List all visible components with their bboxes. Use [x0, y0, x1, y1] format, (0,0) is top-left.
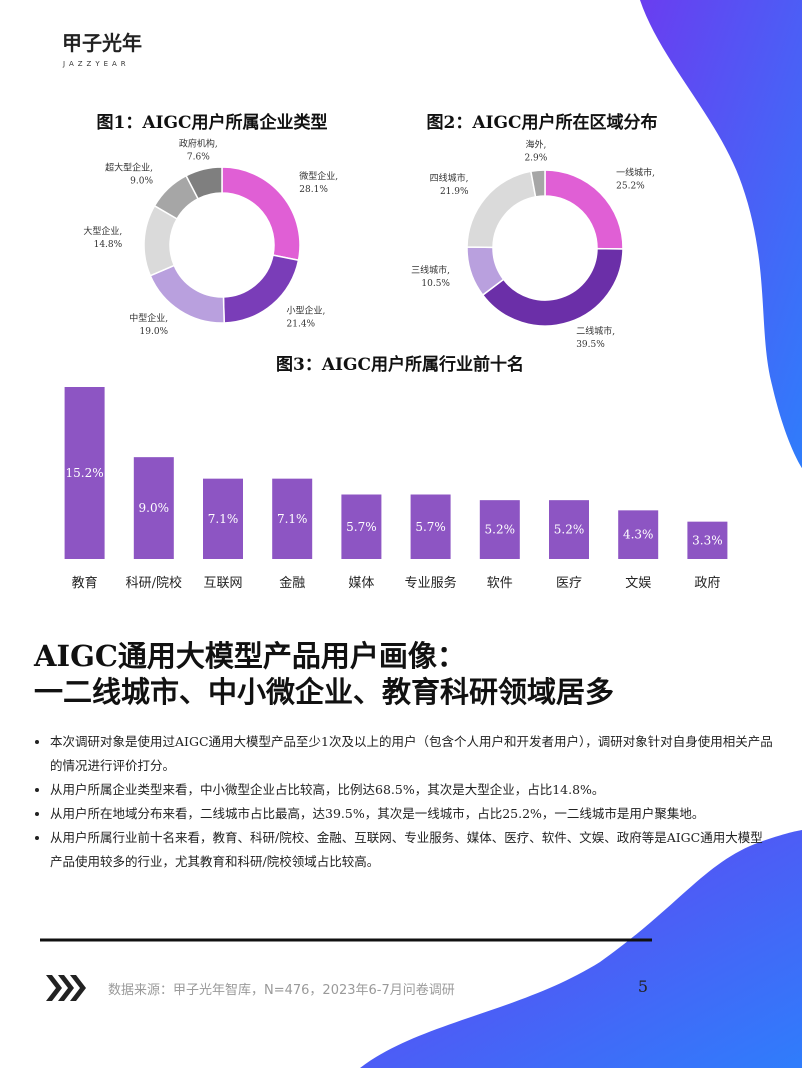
pie-label: 海外, 2.9% [524, 138, 547, 163]
bar [549, 500, 589, 559]
pie-label-value: 9.0% [130, 176, 153, 186]
x-tick-label: 金融 [279, 575, 305, 591]
pie-label-category: 大型企业, [83, 225, 122, 237]
bullet: 本次调研对象是使用过AIGC通用大模型产品至少1次及以上的用户（包含个人用户和开… [50, 730, 775, 778]
pie-label-category: 中型企业, [129, 312, 168, 324]
pie-slice [185, 166, 223, 200]
chart-title: 图2：AIGC用户所在区域分布 [426, 112, 657, 133]
pie-label-value: 25.2% [616, 182, 645, 192]
footer-source: 数据来源：甲子光年智库，N=476，2023年6-7月问卷调研 [108, 982, 455, 998]
x-tick-label: 媒体 [348, 576, 374, 591]
pie-label: 政府机构, 7.6% [179, 138, 218, 163]
bar-value-label: 5.2% [554, 523, 585, 537]
bar-value-label: 9.0% [139, 501, 170, 515]
x-tick-label: 医疗 [556, 576, 582, 591]
pie-label: 大型企业, 14.8% [83, 225, 122, 250]
pie-label-value: 10.5% [421, 279, 450, 289]
bar-value-label: 5.2% [485, 523, 516, 537]
decor-blob [640, 0, 802, 468]
bar [133, 457, 174, 559]
pie-slice [529, 169, 546, 198]
logo-mark [14, 24, 46, 80]
pie-slice [544, 169, 624, 250]
pie-label-value: 21.9% [440, 187, 469, 197]
bar [687, 521, 728, 559]
bar-value-label: 3.3% [692, 533, 723, 547]
bar-value-label: 5.7% [415, 520, 446, 534]
bar [479, 500, 520, 559]
pie-label-value: 39.5% [576, 340, 605, 350]
bullet: 从用户所属行业前十名来看，教育、科研/院校、金融、互联网、专业服务、媒体、医疗、… [50, 826, 775, 874]
bullet-list: 本次调研对象是使用过AIGC通用大模型产品至少1次及以上的用户（包含个人用户和开… [30, 730, 775, 874]
pie-label: 一线城市, 25.2% [616, 167, 655, 192]
pie-slice [466, 170, 537, 249]
pie-label: 中型企业, 19.0% [129, 312, 168, 337]
headline-line: 一二线城市、中小微企业、教育科研领域居多 [34, 675, 615, 709]
pie-label: 小型企业, 21.4% [287, 304, 326, 329]
x-tick-label: 政府 [694, 576, 720, 591]
pie-label-category: 微型企业, [299, 170, 338, 182]
x-tick-label: 科研/院校 [126, 575, 182, 591]
pie-label-value: 21.4% [287, 319, 316, 329]
bullet: 从用户所属企业类型来看，中小微型企业占比较高，比例达68.5%，其次是大型企业，… [50, 778, 775, 802]
pie-label-value: 19.0% [140, 327, 169, 337]
pie-label-category: 四线城市, [430, 172, 469, 184]
x-tick-label: 互联网 [203, 576, 242, 591]
bar-value-label: 4.3% [623, 528, 654, 542]
pie-label: 微型企业, 28.1% [299, 170, 338, 195]
pie-label-category: 超大型企业, [105, 161, 153, 173]
pie-slice [221, 166, 301, 262]
chart-title: 图3：AIGC用户所属行业前十名 [276, 354, 524, 375]
pie-label-category: 政府机构, [179, 138, 218, 150]
x-tick-label: 文娱 [625, 576, 651, 591]
bar-value-label: 5.7% [346, 520, 377, 534]
footer-icon [46, 975, 86, 1001]
pie-label-category: 一线城市, [616, 167, 655, 179]
chart-title: 图1：AIGC用户所属企业类型 [96, 112, 327, 133]
x-tick-label: 教育 [72, 575, 98, 591]
page-number: 5 [638, 977, 648, 996]
bar-value-label: 15.2% [66, 466, 104, 480]
pie-label-category: 二线城市, [576, 325, 615, 337]
pie-label: 四线城市, 21.9% [430, 172, 469, 197]
pie-label-value: 7.6% [187, 153, 210, 163]
bar-value-label: 7.1% [277, 512, 308, 526]
logo-sub: JAZZYEAR [62, 60, 130, 68]
bar [410, 494, 451, 559]
x-tick-label: 专业服务 [405, 575, 457, 591]
decor-blob [360, 830, 802, 1068]
x-tick-label: 软件 [487, 576, 513, 591]
pie-label: 三线城市, 10.5% [411, 264, 450, 289]
bar [341, 494, 382, 559]
pie-label-value: 28.1% [299, 185, 328, 195]
logo-text: 甲子光年 [62, 31, 142, 55]
bar [203, 478, 243, 559]
pie-label-value: 14.8% [94, 240, 123, 250]
pie-label-category: 小型企业, [287, 304, 326, 316]
bullet: 从用户所在地域分布来看，二线城市占比最高，达39.5%，其次是一线城市，占比25… [50, 802, 775, 826]
headline-line: AIGC通用大模型产品用户画像： [34, 639, 466, 673]
pie-label-category: 三线城市, [411, 264, 450, 276]
bar [64, 387, 105, 559]
pie-label-value: 2.9% [524, 153, 547, 163]
bar-value-label: 7.1% [208, 512, 239, 526]
headline: AIGC通用大模型产品用户画像： 一二线城市、中小微企业、教育科研领域居多 [34, 638, 614, 710]
pie-label: 超大型企业, 9.0% [105, 161, 153, 186]
bar [272, 478, 313, 559]
pie-slice [481, 247, 624, 327]
pie-label-category: 海外, [525, 138, 546, 150]
bar [618, 510, 659, 559]
pie-label: 二线城市, 39.5% [576, 325, 615, 350]
